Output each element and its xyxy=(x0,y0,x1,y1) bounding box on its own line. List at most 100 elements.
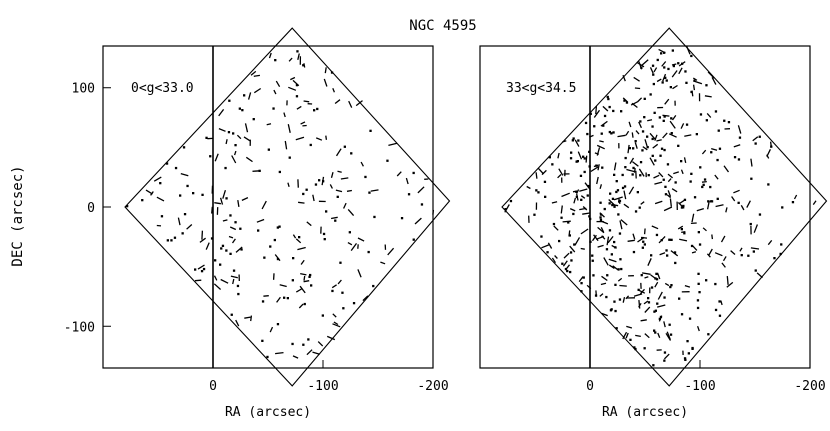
scatter-point xyxy=(730,250,736,255)
scatter-point xyxy=(599,293,604,297)
x-tick-label: -100 xyxy=(307,379,338,394)
scatter-point xyxy=(625,332,629,339)
scatter-point xyxy=(535,189,538,192)
scatter-point xyxy=(750,177,753,180)
scatter-point xyxy=(159,182,162,185)
scatter-point xyxy=(341,291,344,294)
scatter-point xyxy=(177,217,181,226)
scatter-point xyxy=(287,124,291,133)
scatter-point xyxy=(721,262,726,268)
scatter-point xyxy=(233,150,237,156)
scatter-point xyxy=(637,97,643,102)
x-axis-label-left: RA (arcsec) xyxy=(225,405,311,420)
scatter-point xyxy=(622,74,626,82)
scatter-point xyxy=(693,79,696,82)
scatter-point xyxy=(623,185,627,188)
scatter-point xyxy=(388,142,398,147)
scatter-point xyxy=(766,149,771,157)
scatter-point xyxy=(781,206,784,209)
scatter-point xyxy=(698,243,702,246)
scatter-point xyxy=(504,204,510,213)
scatter-point xyxy=(652,364,655,367)
scatter-point xyxy=(691,346,694,350)
scatter-point xyxy=(656,58,659,62)
scatter-point xyxy=(263,295,269,297)
scatter-point xyxy=(665,249,668,252)
scatter-point xyxy=(634,87,641,90)
scatter-point xyxy=(261,300,265,303)
scatter-point xyxy=(200,270,204,273)
scatter-point xyxy=(306,349,313,356)
scatter-point xyxy=(717,129,720,132)
scatter-point xyxy=(340,177,349,180)
scatter-point xyxy=(591,259,594,262)
x-axis-label-right: RA (arcsec) xyxy=(602,405,688,420)
scatter-point xyxy=(664,193,668,196)
scatter-point xyxy=(680,160,683,163)
scatter-point xyxy=(573,197,577,204)
scatter-point xyxy=(658,172,664,178)
scatter-point xyxy=(350,152,353,155)
scatter-point xyxy=(715,204,724,208)
scatter-point xyxy=(300,272,307,276)
scatter-point xyxy=(599,216,602,219)
scatter-point xyxy=(651,137,654,141)
scatter-point xyxy=(696,306,700,310)
scatter-point xyxy=(601,275,608,282)
scatter-point xyxy=(599,184,603,189)
scatter-point xyxy=(291,342,294,346)
scatter-point xyxy=(298,236,301,239)
scatter-point xyxy=(691,251,697,254)
scatter-point xyxy=(613,205,616,208)
y-ticks: 100 0 -100 xyxy=(64,82,111,335)
scatter-point xyxy=(639,161,643,164)
scatter-point xyxy=(683,157,687,164)
scatter-point xyxy=(572,137,575,140)
scatter-point xyxy=(596,147,601,156)
scatter-point xyxy=(649,67,654,74)
scatter-point xyxy=(613,173,616,176)
scatter-point xyxy=(587,184,590,188)
scatter-point xyxy=(620,110,623,113)
scatter-point xyxy=(261,200,267,210)
scatter-point xyxy=(237,199,240,208)
scatter-point xyxy=(753,224,759,233)
scatter-point xyxy=(668,133,677,138)
scatter-point xyxy=(737,201,740,204)
scatter-point xyxy=(243,94,246,97)
scatter-point xyxy=(334,99,341,105)
scatter-point xyxy=(571,139,574,142)
scatter-point xyxy=(284,140,288,150)
scatter-point xyxy=(407,193,411,196)
scatter-point xyxy=(678,297,681,300)
scatter-point xyxy=(702,183,705,186)
scatter-point xyxy=(179,194,182,197)
scatter-point xyxy=(590,166,599,173)
scatter-point xyxy=(339,261,342,264)
scatter-point xyxy=(669,120,676,129)
scatter-point xyxy=(683,357,687,360)
scatter-point xyxy=(562,220,571,223)
scatter-point xyxy=(619,220,623,230)
scatter-point xyxy=(367,250,370,254)
scatter-point xyxy=(273,238,276,242)
scatter-point xyxy=(310,284,313,287)
scatter-point xyxy=(580,195,586,199)
scatter-point xyxy=(631,132,634,138)
scatter-point xyxy=(664,185,667,188)
scatter-point xyxy=(326,335,336,341)
scatter-point xyxy=(221,244,225,247)
scatter-point xyxy=(569,270,572,274)
scatter-point xyxy=(568,234,571,237)
scatter-point xyxy=(325,210,328,213)
x-tick-label: 0 xyxy=(586,379,594,394)
scatter-point xyxy=(672,64,675,68)
scatter-point xyxy=(325,135,328,140)
scatter-point xyxy=(331,284,337,289)
scatter-point xyxy=(580,290,583,293)
scatter-point xyxy=(706,200,710,210)
scatter-point xyxy=(641,246,644,249)
scatter-point xyxy=(288,57,293,62)
scatter-point xyxy=(266,355,269,359)
scatter-point xyxy=(561,262,564,265)
